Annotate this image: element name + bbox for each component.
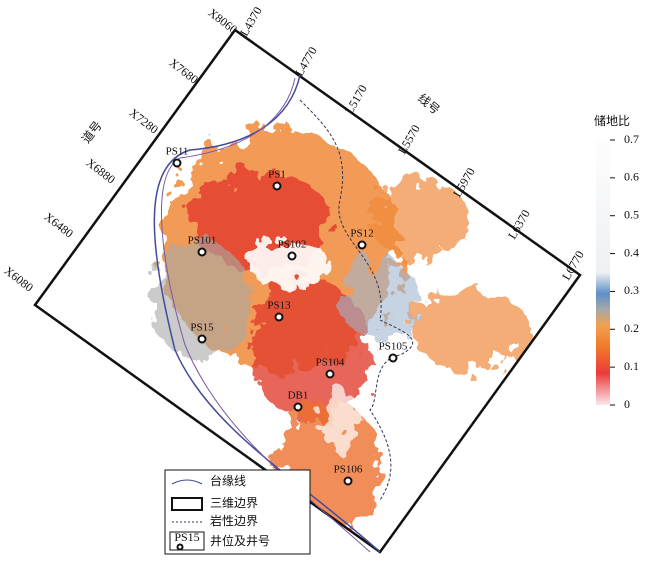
platform-edge: [161, 77, 371, 553]
well-marker: [197, 247, 207, 257]
legend-symbol: [171, 497, 203, 511]
colorbar-tick-label: 0.4: [624, 245, 639, 259]
legend-label: 井位及井号: [210, 533, 270, 548]
trace-label: X7280: [127, 105, 161, 136]
line-label: L4770: [292, 44, 320, 78]
well-label: PS1: [268, 169, 286, 181]
trace-label: X6480: [42, 209, 76, 240]
colorbar: [596, 140, 610, 405]
trace-label: X8060: [206, 5, 240, 36]
legend-label: 台缘线: [210, 473, 246, 488]
legend-label: 三维边界: [210, 496, 258, 510]
well-label: PS104: [316, 357, 345, 369]
well-marker: [357, 240, 367, 250]
line-label: L5570: [395, 122, 423, 156]
legend-label: 岩性边界: [210, 513, 258, 528]
well-label: PS105: [379, 341, 408, 353]
colorbar-tick-label: 0.5: [624, 207, 639, 221]
colorbar-tick-label: 0.6: [624, 170, 639, 184]
well-marker: [343, 476, 353, 486]
colorbar-tick-label: 0.3: [624, 283, 639, 297]
trace-axis-label: 道号: [79, 118, 105, 146]
trace-label: X6080: [2, 263, 36, 294]
well-label: PS106: [334, 464, 363, 476]
legend-symbol: [171, 479, 203, 485]
well-label: PS101: [188, 235, 217, 247]
colorbar-title: 储地比: [594, 113, 630, 128]
well-marker: [388, 353, 398, 363]
well-marker: [325, 369, 335, 379]
well-label: PS11: [166, 146, 189, 158]
well-label: PS13: [267, 300, 291, 312]
well-marker: [274, 312, 284, 322]
line-axis-label: 线号: [415, 91, 442, 117]
trace-label: X7680: [167, 55, 201, 86]
lithology-boundary: [299, 99, 414, 501]
well-marker: [172, 158, 182, 168]
well-label: PS15: [190, 322, 214, 334]
attribute-map: [150, 130, 530, 540]
colorbar-tick-label: 0: [624, 397, 630, 411]
legend-symbol: [169, 531, 205, 551]
well-marker: [293, 402, 303, 412]
well-label: PS12: [350, 228, 373, 240]
colorbar-tick-label: 0.7: [624, 132, 639, 146]
line-label: L4370: [237, 4, 265, 38]
well-marker: [197, 334, 207, 344]
colorbar-tick-label: 0.2: [624, 321, 639, 335]
well-label: PS102: [278, 239, 307, 251]
line-label: L6770: [559, 248, 587, 282]
line-label: L5970: [450, 165, 478, 199]
legend-box: [164, 469, 311, 555]
platform-edge: [153, 74, 381, 553]
well-marker: [287, 251, 297, 261]
well-label: DB1: [288, 390, 309, 402]
legend-well-sample: PS15: [174, 530, 199, 544]
well-marker: [272, 181, 282, 191]
legend: PS15 台缘线 三维边界 岩性边界 井位及井号: [164, 469, 311, 555]
trace-label: X6880: [84, 155, 118, 186]
legend-symbol: [176, 543, 184, 551]
colorbar-tick-label: 0.1: [624, 359, 639, 373]
line-label: L5170: [342, 82, 370, 116]
